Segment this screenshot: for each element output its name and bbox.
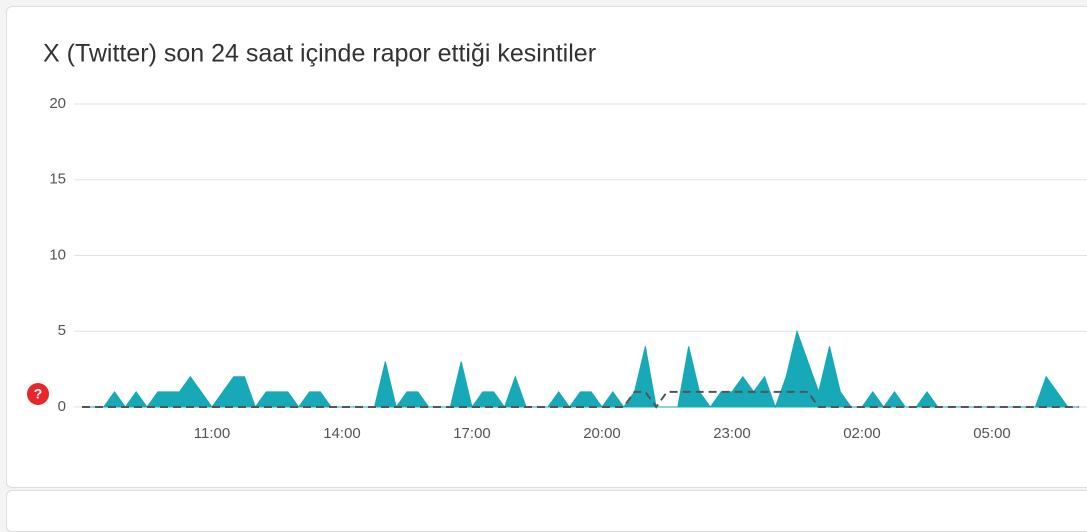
help-icon[interactable]: ? [27,383,49,405]
chart: X (Twitter) son 24 saat içinde rapor ett… [27,40,1087,442]
svg-text:?: ? [34,386,43,402]
x-tick-label: 23:00 [713,425,751,442]
x-tick-label: 14:00 [323,425,361,442]
x-tick-label: 11:00 [194,425,230,442]
x-tick-label: 20:00 [583,425,621,442]
y-tick-label: 10 [49,246,66,263]
x-tick-label: 05:00 [973,425,1011,442]
y-tick-label: 20 [49,95,66,112]
y-tick-label: 0 [58,398,66,415]
y-tick-label: 15 [49,171,66,188]
reports-area [82,329,1079,409]
y-tick-label: 5 [58,322,66,339]
page: {"chart_data": {"type": "area", "title":… [6,6,1087,532]
chart-title: X (Twitter) son 24 saat içinde rapor ett… [43,40,596,68]
x-tick-label: 02:00 [843,425,881,442]
baseline-line [82,390,1079,409]
x-tick-label: 17:00 [453,425,491,442]
